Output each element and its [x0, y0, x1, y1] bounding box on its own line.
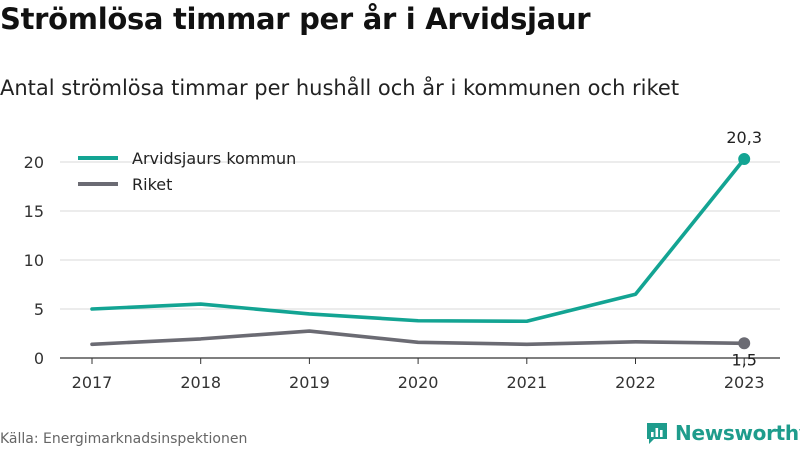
- y-tick-label: 0: [34, 349, 44, 368]
- x-tick-label: 2018: [180, 373, 221, 392]
- series-lines: [90, 153, 751, 350]
- grid-lines: [60, 161, 780, 310]
- data-labels: 20,3 1,5: [726, 128, 762, 369]
- source-note: Källa: Energimarknadsinspektionen: [0, 431, 248, 447]
- end-value-label: 1,5: [731, 350, 756, 369]
- y-tick-label: 5: [34, 300, 44, 319]
- x-tick-label: 2019: [289, 373, 330, 392]
- brand-name: Newsworthy: [675, 421, 800, 445]
- y-tick-label: 10: [24, 251, 44, 270]
- x-tick-label: 2023: [724, 373, 765, 392]
- chart-subtitle: Antal strömlösa timmar per hushåll och å…: [0, 76, 680, 100]
- legend: Arvidsjaurs kommun Riket: [78, 149, 296, 194]
- newsworthy-logo-icon: [647, 423, 667, 444]
- y-tick-label: 20: [24, 153, 44, 172]
- legend-label: Riket: [132, 175, 172, 194]
- x-tick-label: 2022: [615, 373, 656, 392]
- brand-logo: Newsworthy: [645, 421, 800, 445]
- end-value-label: 20,3: [726, 128, 762, 147]
- x-tick-label: 2021: [506, 373, 547, 392]
- y-tick-label: 15: [24, 202, 44, 221]
- chart-title: Strömlösa timmar per år i Arvidsjaur: [0, 2, 591, 36]
- axes: 0 5 10 15 20 2017 2018 2019 2020 2021 2022 2023: [24, 153, 780, 392]
- series-end-point: [738, 153, 751, 166]
- series-end-point: [738, 337, 751, 350]
- series-line-0: [90, 157, 747, 324]
- series-line-1: [90, 329, 747, 347]
- legend-label: Arvidsjaurs kommun: [132, 149, 296, 168]
- x-tick-label: 2017: [72, 373, 113, 392]
- x-tick-label: 2020: [398, 373, 439, 392]
